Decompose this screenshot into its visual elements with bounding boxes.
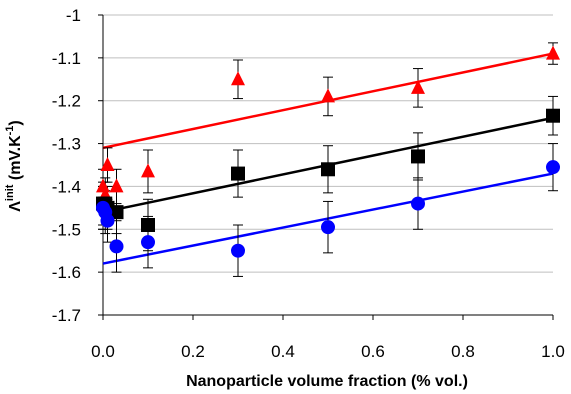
y-axis-title: Λinit (mV.K-1)	[4, 120, 24, 211]
y-tick-label: -1.3	[52, 135, 81, 154]
y-axis-unit-suffix: )	[7, 120, 24, 125]
x-tick-label: 0.8	[451, 342, 475, 361]
y-axis-unit-superscript: -1	[4, 126, 16, 136]
y-tick-label: -1.1	[52, 49, 81, 68]
square-marker	[109, 205, 124, 220]
square-marker	[231, 166, 245, 181]
circle-marker	[411, 196, 425, 211]
circle-marker	[141, 235, 155, 250]
circle-marker	[109, 239, 124, 254]
triangle-marker	[321, 88, 335, 103]
triangle-marker	[141, 163, 155, 178]
y-tick-label: -1.6	[52, 263, 81, 282]
triangle-marker	[231, 71, 245, 86]
error-bars	[98, 42, 558, 277]
triangle-marker	[109, 178, 124, 193]
y-tick-labels: -1.7 -1.6 -1.5 -1.4 -1.3 -1.2 -1.1 -1	[52, 6, 81, 325]
x-tick-label: 0.0	[91, 342, 115, 361]
circle-marker	[100, 213, 115, 228]
y-axis-superscript: init	[4, 184, 16, 201]
x-axis-title: Nanoparticle volume fraction (% vol.)	[186, 373, 468, 390]
y-axis-symbol: Λ	[7, 201, 24, 212]
square-marker	[546, 108, 560, 123]
x-tick-label: 1.0	[541, 342, 565, 361]
x-tick-label: 0.2	[181, 342, 205, 361]
circle-marker	[546, 160, 560, 175]
x-tick-label: 0.4	[271, 342, 295, 361]
y-tick-label: -1.4	[52, 177, 81, 196]
x-tick-label: 0.6	[361, 342, 385, 361]
square-marker	[411, 149, 425, 164]
x-tick-labels: 0.0 0.2 0.4 0.6 0.8 1.0	[91, 342, 565, 361]
triangle-marker	[96, 178, 110, 193]
triangle-marker	[100, 157, 115, 171]
y-tick-label: -1.5	[52, 220, 81, 239]
triangle-marker	[411, 79, 425, 94]
y-tick-label: -1.2	[52, 92, 81, 111]
square-marker	[321, 162, 335, 177]
axes	[98, 14, 554, 320]
triangle-marker	[546, 45, 560, 60]
y-tick-label: -1.7	[52, 306, 81, 325]
circle-marker	[231, 243, 245, 258]
square-marker	[141, 218, 155, 232]
y-axis-unit-prefix: (mV.K	[7, 135, 24, 185]
y-tick-label: -1	[66, 6, 81, 25]
data-points	[96, 45, 560, 258]
circle-marker	[321, 220, 335, 235]
